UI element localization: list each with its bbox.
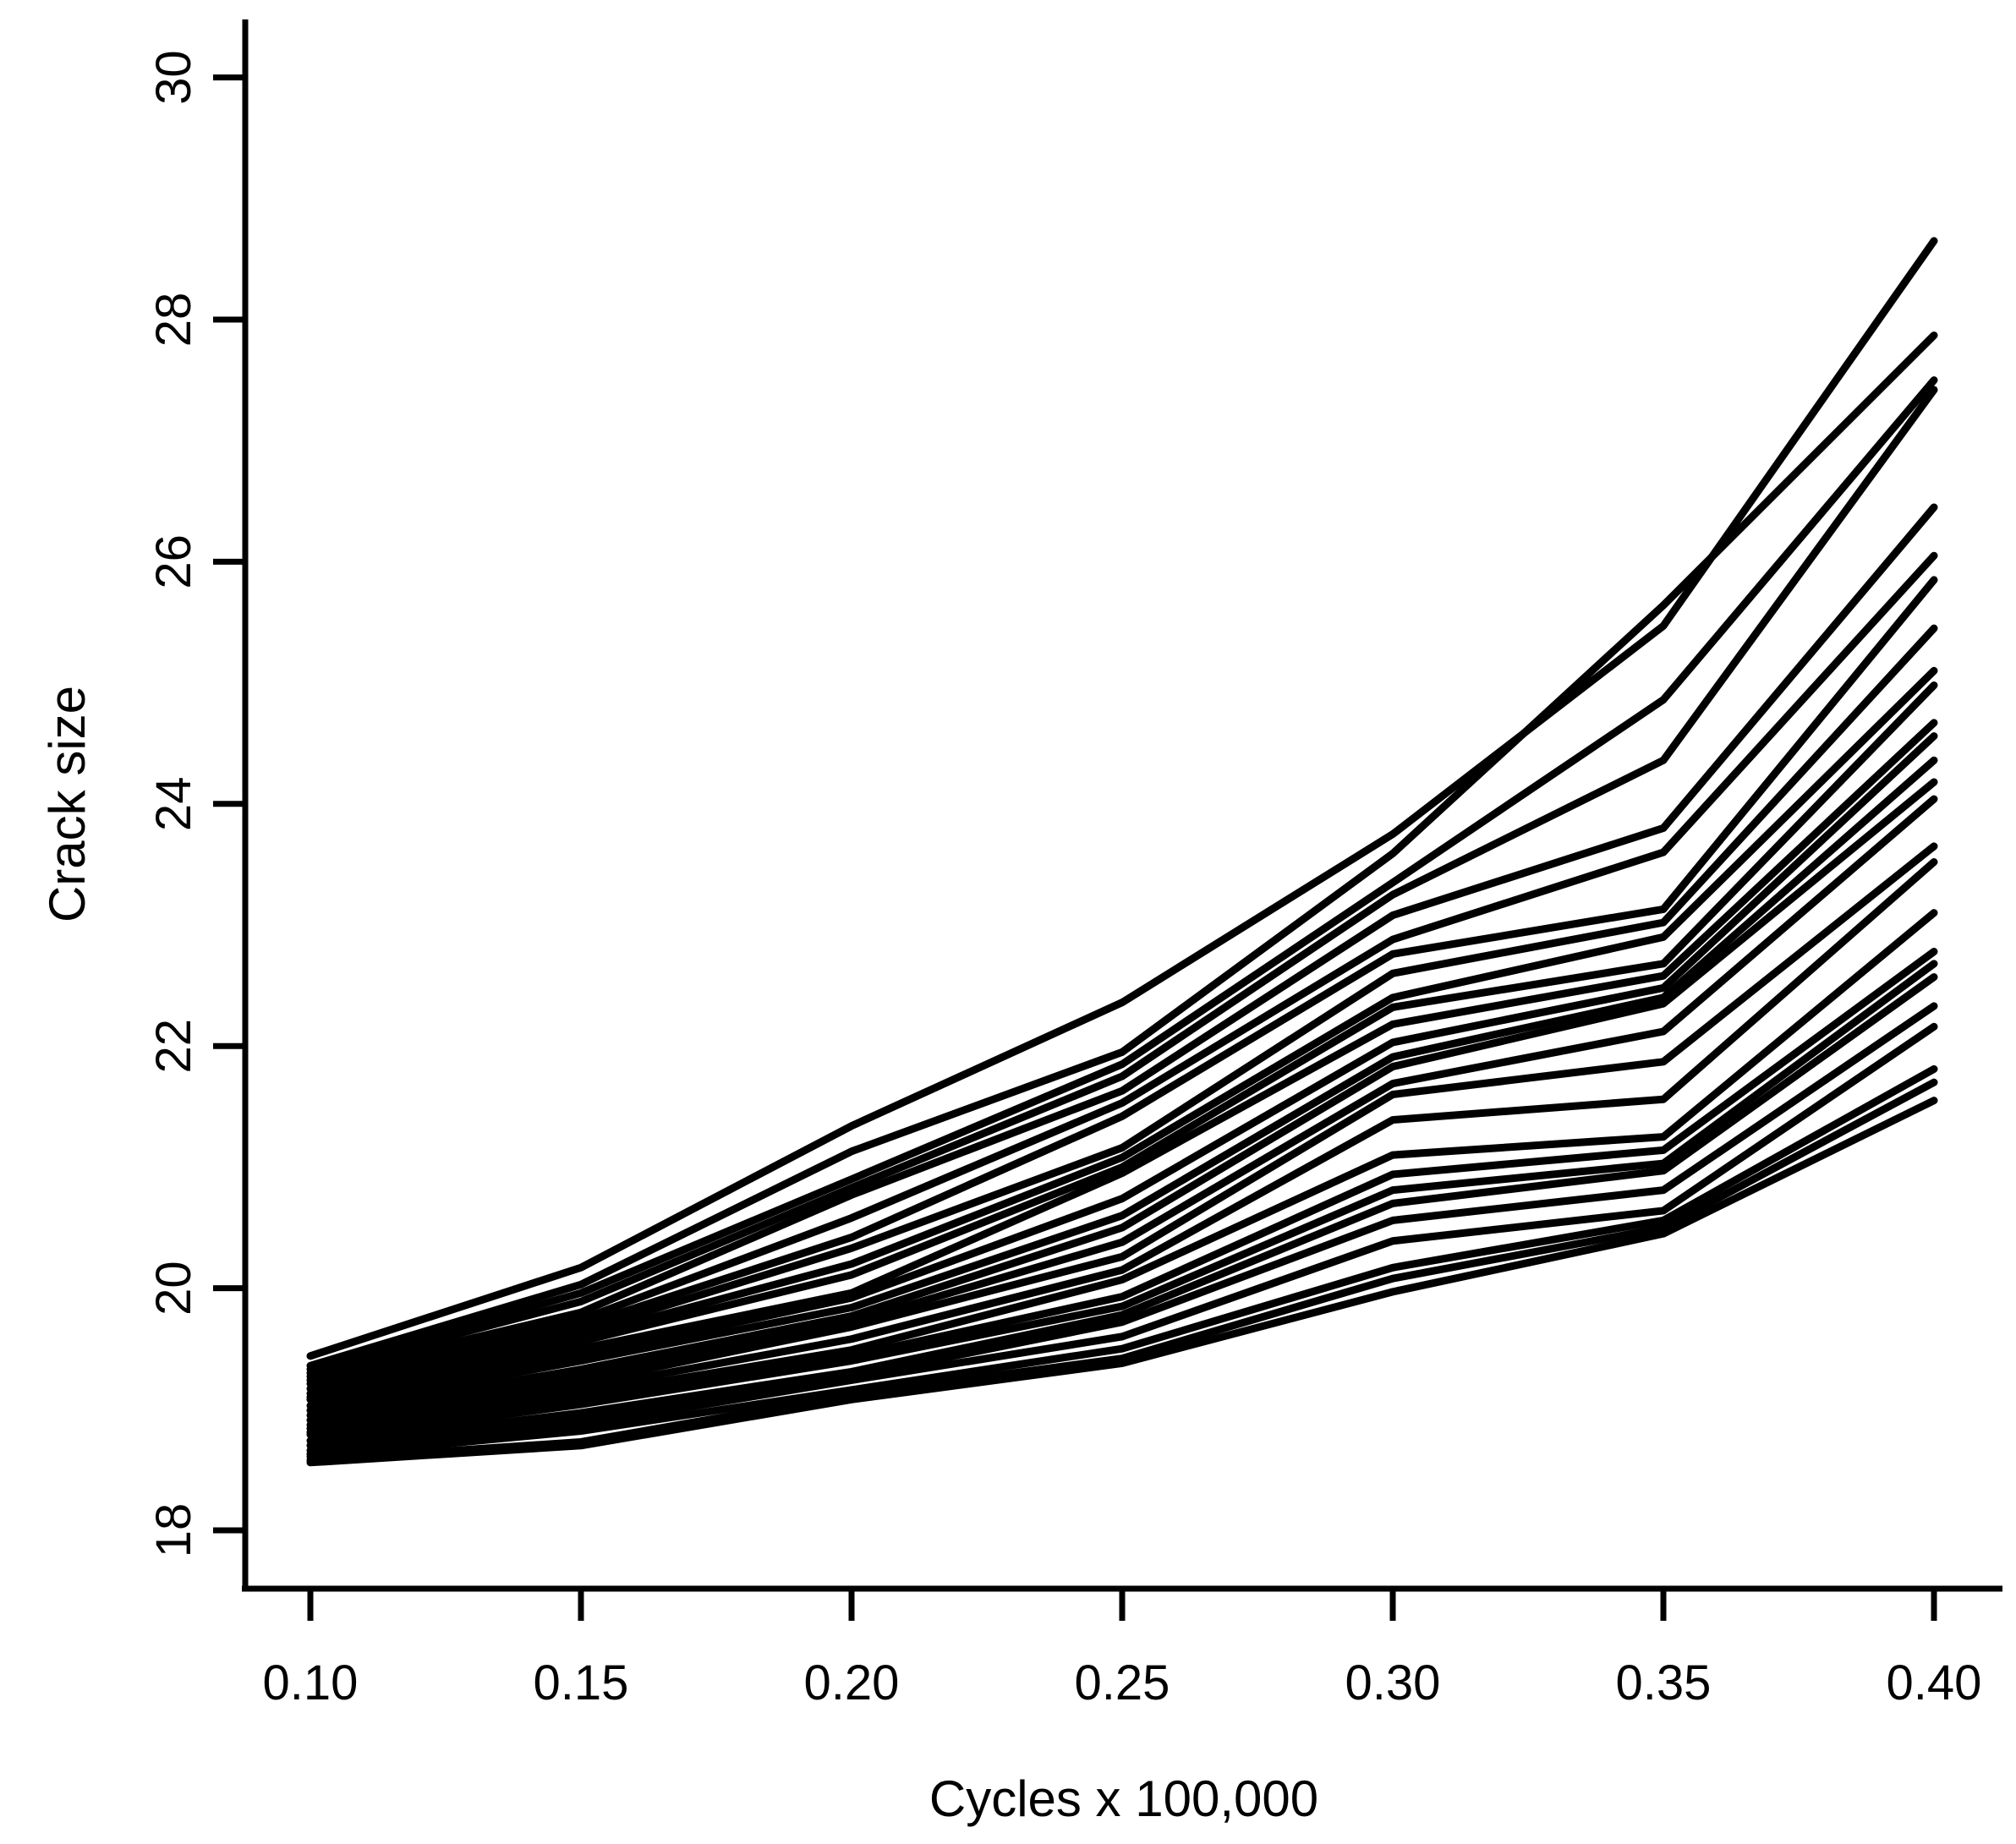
- series-line-path-6: [306, 551, 1938, 1384]
- series-line-path-20: [306, 960, 1938, 1445]
- series-line-path-12: [306, 732, 1938, 1410]
- x-tick-label: 0.20: [804, 1655, 900, 1710]
- series-line-path-2: [306, 331, 1938, 1370]
- series-line-path-4: [306, 386, 1938, 1377]
- x-tick-label: 0.10: [263, 1655, 359, 1710]
- y-tick-label: 24: [146, 777, 201, 832]
- series-line-path-9: [306, 666, 1938, 1398]
- y-axis-title: Crack size: [39, 686, 96, 922]
- series-line-path-3: [306, 376, 1938, 1374]
- series-line-path-10: [306, 681, 1938, 1401]
- series-line-path-21: [306, 973, 1938, 1450]
- series-line-path-23: [306, 1022, 1938, 1458]
- series-line-path-1: [306, 237, 1938, 1360]
- x-axis-title: Cycles x 100,000: [929, 1770, 1318, 1827]
- series-line-path-5: [306, 503, 1938, 1381]
- series-line-path-7: [306, 576, 1938, 1388]
- y-axis-ticks: 18 20 22 24 26 28 30: [146, 50, 245, 1557]
- y-tick-label: 30: [146, 50, 201, 105]
- y-tick-label: 20: [146, 1261, 201, 1316]
- series-line-path-15: [306, 795, 1938, 1425]
- x-tick-label: 0.35: [1616, 1655, 1712, 1710]
- x-tick-label: 0.40: [1887, 1655, 1982, 1710]
- x-tick-label: 0.15: [534, 1655, 629, 1710]
- series-line-path-13: [306, 756, 1938, 1414]
- series-line-path-11: [306, 719, 1938, 1404]
- series-line-path-16: [306, 842, 1938, 1429]
- series-line-path-8: [306, 624, 1938, 1393]
- x-tick-label: 0.30: [1345, 1655, 1441, 1710]
- series-line-path-14: [306, 778, 1938, 1420]
- x-tick-label: 0.25: [1075, 1655, 1170, 1710]
- series-lines: [306, 237, 1938, 1467]
- y-tick-label: 18: [146, 1503, 201, 1558]
- series-line-path-22: [306, 1002, 1938, 1454]
- x-axis-ticks: 0.10 0.15 0.20 0.25 0.30 0.35 0.40: [263, 1589, 1982, 1710]
- series-line-path-19: [306, 948, 1938, 1439]
- y-tick-label: 22: [146, 1019, 201, 1074]
- series-line-path-24: [306, 1064, 1938, 1461]
- y-tick-label: 28: [146, 293, 201, 347]
- series-line-path-18: [306, 909, 1938, 1436]
- y-tick-label: 26: [146, 534, 201, 589]
- series-line-path-17: [306, 858, 1938, 1433]
- series-line-path-26: [306, 1097, 1938, 1467]
